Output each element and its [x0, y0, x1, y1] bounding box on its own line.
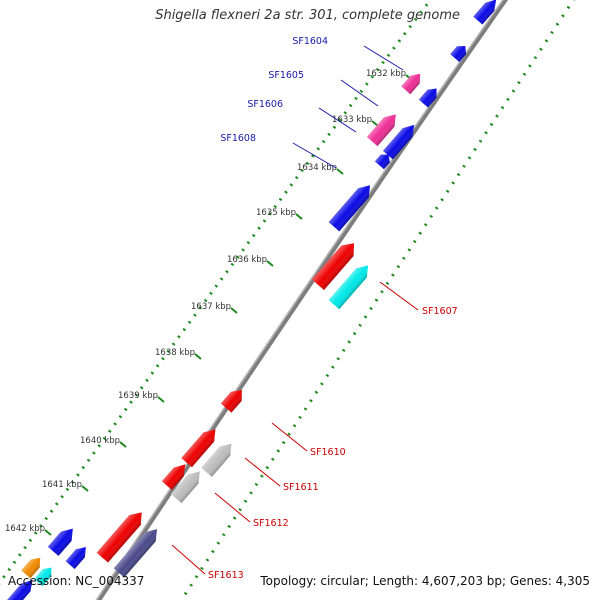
- gene-label-sf1611[interactable]: SF1611: [283, 482, 319, 493]
- gene-arrow-shade: [65, 546, 86, 569]
- gene-arrow-shade: [21, 557, 41, 579]
- gene-label-sf1610[interactable]: SF1610: [310, 447, 346, 458]
- gene-arrow-shade: [366, 114, 396, 147]
- gene-arrow-shade: [328, 185, 371, 232]
- gene-arrow-shade: [311, 243, 355, 291]
- genome-stats: Topology: circular; Length: 4,607,203 bp…: [260, 574, 590, 588]
- tick-label: 1636 kbp: [227, 255, 267, 265]
- tick-mark: [295, 213, 303, 220]
- gene-label-sf1606[interactable]: SF1606: [247, 99, 283, 110]
- gene-arrow-shade: [161, 464, 186, 490]
- tick-mark: [119, 441, 127, 448]
- gene-feature[interactable]: [382, 121, 419, 160]
- gene-arrow-shade: [181, 429, 216, 468]
- gene-feature[interactable]: [181, 425, 220, 468]
- tick-mark: [371, 120, 379, 127]
- tick-mark: [336, 168, 344, 175]
- gene-label-sf1607[interactable]: SF1607: [422, 306, 458, 317]
- gene-label-sf1613[interactable]: SF1613: [208, 570, 244, 581]
- gene-label-sf1604[interactable]: SF1604: [292, 36, 328, 47]
- tick-label: 1635 kbp: [256, 208, 296, 218]
- genome-backbone-highlight: [95, 0, 504, 600]
- tick-label: 1642 kbp: [5, 524, 45, 534]
- gene-feature[interactable]: [366, 110, 401, 147]
- gene-feature[interactable]: [401, 70, 424, 95]
- gene-arrow-shade: [328, 265, 369, 310]
- tick-label: 1632 kbp: [366, 69, 406, 79]
- gene-leader-line: [214, 492, 251, 523]
- gene-arrow-shade: [382, 124, 415, 160]
- gene-feature[interactable]: [328, 261, 374, 310]
- gene-leader-line: [340, 79, 379, 107]
- gene-arrow-shade: [418, 88, 437, 108]
- gene-feature[interactable]: [34, 564, 55, 587]
- gene-label-sf1608[interactable]: SF1608: [220, 133, 256, 144]
- tick-label: 1633 kbp: [332, 115, 372, 125]
- gene-arrow-shade: [450, 45, 467, 62]
- tick-mark: [230, 307, 238, 314]
- tick-mark: [266, 260, 274, 267]
- gene-feature[interactable]: [450, 42, 470, 62]
- gene-leader-line: [379, 281, 419, 311]
- gene-arrow-shade: [170, 471, 200, 504]
- gene-feature[interactable]: [328, 181, 376, 232]
- gene-leader-line: [171, 544, 206, 575]
- tick-label: 1641 kbp: [42, 480, 82, 490]
- tick-label: 1640 kbp: [80, 436, 120, 446]
- gene-feature[interactable]: [161, 460, 190, 490]
- gene-feature[interactable]: [47, 524, 78, 556]
- tick-mark: [81, 485, 89, 492]
- gene-arrow-shade: [220, 389, 242, 413]
- tick-label: 1638 kbp: [155, 348, 195, 358]
- accession-label: Accession: NC_004337: [8, 574, 145, 588]
- tick-track-inner: [0, 0, 433, 585]
- gene-label-sf1605[interactable]: SF1605: [268, 70, 304, 81]
- genome-backbone: [95, 0, 509, 600]
- gene-leader-line: [363, 45, 404, 71]
- gene-arrow-shade: [47, 528, 73, 556]
- gene-leader-line: [318, 107, 357, 133]
- gene-arrow-shade: [374, 154, 390, 170]
- tick-mark: [157, 396, 165, 403]
- gene-arrow-shade: [113, 529, 158, 578]
- gene-feature[interactable]: [96, 507, 148, 563]
- gene-feature[interactable]: [21, 554, 44, 579]
- gene-leader-line: [292, 142, 337, 169]
- gene-arrow-shade: [6, 579, 33, 600]
- tick-label: 1639 kbp: [118, 391, 158, 401]
- gene-leader-line: [244, 457, 281, 487]
- tick-mark: [194, 353, 202, 360]
- gene-feature[interactable]: [374, 151, 393, 170]
- gene-feature[interactable]: [311, 238, 360, 291]
- gene-label-sf1612[interactable]: SF1612: [253, 518, 289, 529]
- gene-feature[interactable]: [473, 0, 500, 25]
- gene-feature[interactable]: [113, 525, 163, 578]
- gene-feature[interactable]: [201, 439, 236, 477]
- genome-title: Shigella flexneri 2a str. 301, complete …: [155, 8, 460, 23]
- gene-feature[interactable]: [220, 385, 247, 413]
- gene-arrow-shade: [34, 567, 52, 587]
- gene-feature[interactable]: [418, 85, 441, 108]
- gene-leader-line: [271, 422, 308, 452]
- tick-label: 1634 kbp: [297, 163, 337, 173]
- gene-feature[interactable]: [6, 576, 37, 600]
- tick-mark: [44, 529, 52, 536]
- gene-feature[interactable]: [170, 467, 205, 504]
- gene-arrow-shade: [473, 0, 497, 25]
- gene-arrow-shade: [401, 73, 421, 95]
- tick-label: 1637 kbp: [191, 302, 231, 312]
- gene-feature[interactable]: [65, 543, 91, 569]
- gene-arrow-shade: [201, 443, 232, 477]
- gene-arrow-shade: [96, 512, 142, 563]
